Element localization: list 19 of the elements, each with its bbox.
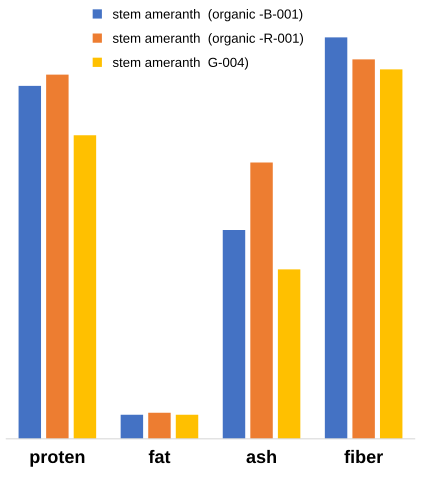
bar bbox=[148, 412, 171, 439]
bar bbox=[278, 269, 300, 439]
legend-label: stem ameranth G-004) bbox=[112, 57, 248, 70]
bar bbox=[250, 162, 273, 439]
x-tick-label: ash bbox=[246, 450, 276, 464]
legend-label: stem ameranth (organic -B-001) bbox=[112, 9, 302, 22]
bar bbox=[222, 230, 246, 439]
bar bbox=[74, 135, 96, 439]
x-tick-label: fat bbox=[148, 450, 170, 464]
bar bbox=[380, 69, 402, 439]
bar bbox=[352, 59, 375, 439]
bar bbox=[324, 37, 348, 439]
bar bbox=[120, 414, 144, 439]
legend-label: stem ameranth (organic -R-001) bbox=[112, 33, 304, 46]
x-tick-label: fiber bbox=[344, 450, 383, 464]
bar bbox=[46, 74, 69, 439]
bar bbox=[176, 414, 198, 439]
bar bbox=[18, 86, 42, 439]
x-tick-label: proten bbox=[30, 451, 84, 467]
